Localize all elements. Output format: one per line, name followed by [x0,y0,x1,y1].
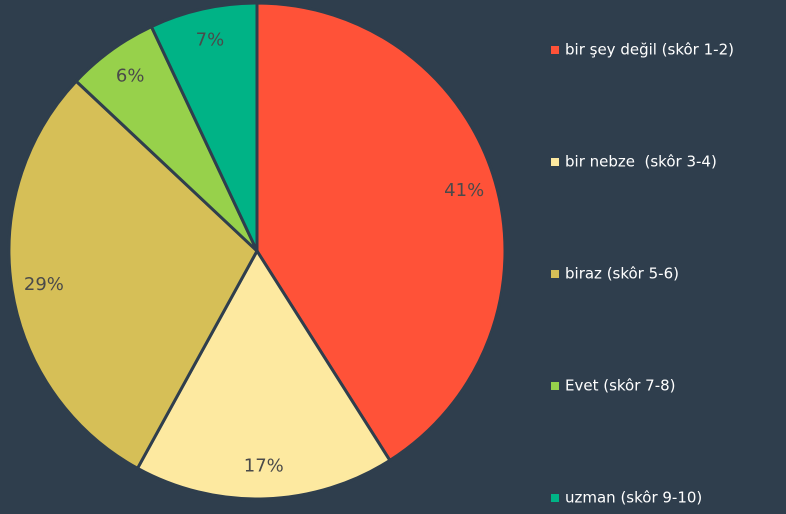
legend-swatch [551,494,559,502]
legend-swatch [551,46,559,54]
legend-label: Evet (skôr 7-8) [565,377,676,395]
data-label: 17% [244,456,284,477]
legend-swatch [551,270,559,278]
pie-slice [135,248,392,501]
legend-label: bir şey değil (skôr 1-2) [565,41,734,59]
data-label: 29% [24,274,64,295]
data-label: 7% [196,29,225,50]
legend-swatch [551,158,559,166]
data-label: 6% [116,65,145,86]
pie-slice [7,79,259,471]
legend-swatch [551,382,559,390]
pie-slice [149,1,259,252]
legend-label: bir nebze (skôr 3-4) [565,153,717,171]
legend-label: biraz (skôr 5-6) [565,265,679,283]
legend-label: uzman (skôr 9-10) [565,489,702,507]
data-label: 41% [444,180,484,201]
